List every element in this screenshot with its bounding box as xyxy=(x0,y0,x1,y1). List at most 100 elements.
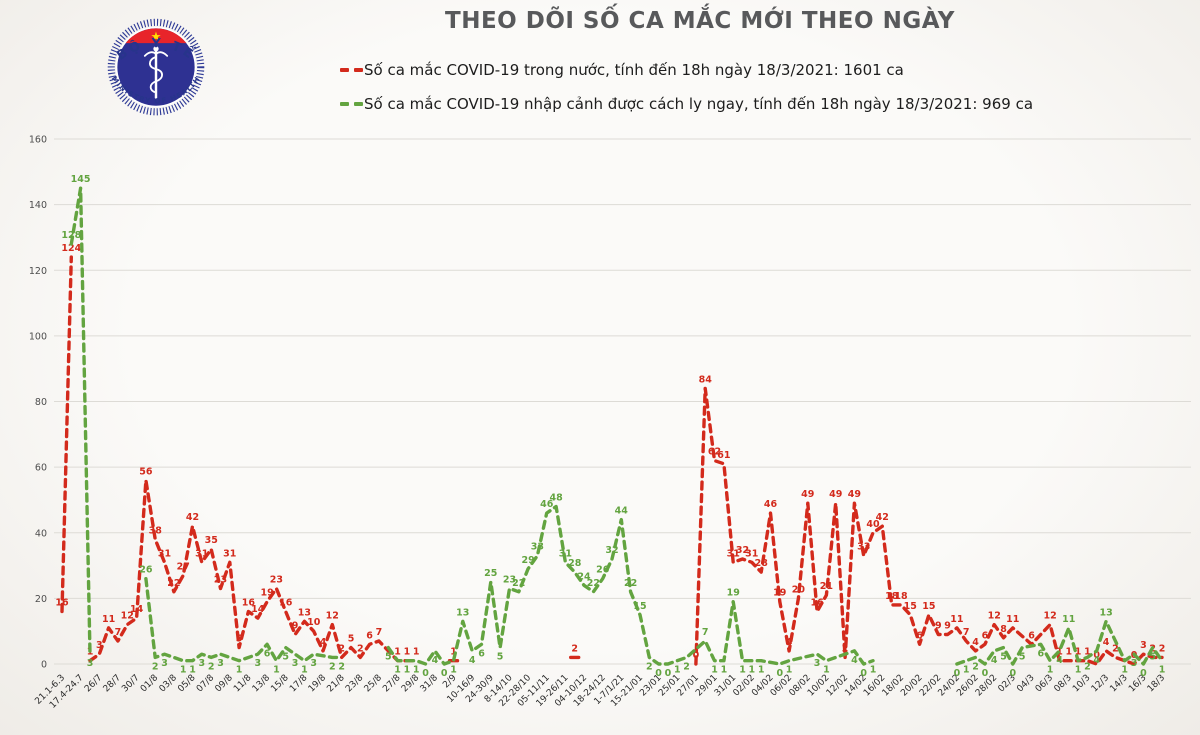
svg-text:14: 14 xyxy=(251,604,265,615)
svg-text:14: 14 xyxy=(130,604,144,615)
svg-text:38: 38 xyxy=(149,525,163,536)
svg-text:11: 11 xyxy=(1062,614,1075,625)
svg-text:2: 2 xyxy=(842,643,849,654)
svg-text:3: 3 xyxy=(814,658,821,669)
svg-text:46: 46 xyxy=(540,499,554,510)
svg-text:3: 3 xyxy=(1131,658,1138,669)
svg-text:56: 56 xyxy=(139,466,153,477)
svg-text:27: 27 xyxy=(177,561,190,572)
svg-text:6: 6 xyxy=(916,630,923,641)
svg-text:28/7: 28/7 xyxy=(102,673,123,694)
svg-text:03/8: 03/8 xyxy=(158,673,180,695)
svg-text:7: 7 xyxy=(702,627,709,638)
svg-text:16: 16 xyxy=(810,598,824,609)
svg-text:3: 3 xyxy=(161,658,168,669)
svg-text:08/3: 08/3 xyxy=(1053,673,1074,694)
svg-text:6: 6 xyxy=(478,648,485,659)
svg-text:160: 160 xyxy=(29,135,47,146)
svg-text:12: 12 xyxy=(326,611,339,622)
svg-text:26: 26 xyxy=(596,565,610,576)
svg-text:05/8: 05/8 xyxy=(176,673,198,695)
svg-text:0: 0 xyxy=(1093,650,1100,661)
svg-text:15: 15 xyxy=(633,601,646,612)
svg-text:1: 1 xyxy=(450,647,457,658)
svg-text:1: 1 xyxy=(394,665,401,676)
svg-text:23/8: 23/8 xyxy=(344,673,366,695)
svg-text:2: 2 xyxy=(357,643,364,654)
svg-text:12: 12 xyxy=(988,611,1001,622)
svg-text:31: 31 xyxy=(745,548,758,559)
svg-text:6: 6 xyxy=(264,648,271,659)
svg-text:15: 15 xyxy=(904,601,917,612)
svg-text:6: 6 xyxy=(982,630,989,641)
svg-text:28: 28 xyxy=(568,558,582,569)
svg-text:7: 7 xyxy=(963,627,970,638)
svg-text:4: 4 xyxy=(1103,637,1110,648)
svg-text:27/8: 27/8 xyxy=(381,673,403,695)
svg-text:3: 3 xyxy=(198,658,205,669)
legend-dash-icon xyxy=(340,68,349,72)
svg-text:61: 61 xyxy=(717,450,730,461)
svg-text:30/7: 30/7 xyxy=(120,673,141,694)
svg-text:145: 145 xyxy=(71,174,91,185)
svg-text:23: 23 xyxy=(270,575,283,586)
svg-text:0: 0 xyxy=(441,668,448,679)
svg-text:1: 1 xyxy=(748,665,755,676)
svg-text:13/8: 13/8 xyxy=(251,673,273,695)
legend-dash-icon xyxy=(354,68,363,72)
svg-text:33: 33 xyxy=(857,542,870,553)
legend-item-imported: Số ca mắc COVID-19 nhập cảnh được cách l… xyxy=(340,92,1033,116)
svg-text:21/8: 21/8 xyxy=(325,673,347,695)
svg-text:5: 5 xyxy=(236,634,243,645)
svg-text:1: 1 xyxy=(180,665,187,676)
svg-text:29/8: 29/8 xyxy=(400,673,422,695)
svg-text:32: 32 xyxy=(736,545,749,556)
svg-text:22: 22 xyxy=(512,578,525,589)
svg-text:35: 35 xyxy=(205,535,218,546)
svg-text:4: 4 xyxy=(991,655,998,666)
svg-text:2: 2 xyxy=(152,661,159,672)
svg-text:5: 5 xyxy=(1149,652,1156,663)
svg-text:26: 26 xyxy=(139,565,153,576)
svg-text:1: 1 xyxy=(1065,647,1072,658)
svg-text:17/8: 17/8 xyxy=(288,673,310,695)
svg-text:0: 0 xyxy=(693,650,700,661)
svg-text:49: 49 xyxy=(829,489,842,500)
legend-label-domestic: Số ca mắc COVID-19 trong nước, tính đến … xyxy=(364,61,904,79)
svg-text:5: 5 xyxy=(1000,652,1007,663)
svg-text:19/8: 19/8 xyxy=(307,673,329,695)
svg-text:31: 31 xyxy=(223,548,236,559)
svg-text:12: 12 xyxy=(1043,611,1056,622)
svg-text:4: 4 xyxy=(1056,655,1063,666)
logo-ring xyxy=(107,18,205,116)
svg-text:22: 22 xyxy=(587,578,600,589)
svg-text:3: 3 xyxy=(254,658,261,669)
svg-text:20: 20 xyxy=(35,594,47,605)
svg-text:10: 10 xyxy=(307,617,321,628)
svg-text:09/8: 09/8 xyxy=(214,673,236,695)
svg-text:19: 19 xyxy=(260,588,273,599)
svg-text:2: 2 xyxy=(1084,661,1091,672)
svg-text:4: 4 xyxy=(786,637,793,648)
svg-text:140: 140 xyxy=(29,200,47,211)
svg-text:0: 0 xyxy=(422,668,429,679)
svg-text:1: 1 xyxy=(1047,665,1054,676)
svg-text:5: 5 xyxy=(497,652,504,663)
svg-text:128: 128 xyxy=(61,230,81,241)
svg-text:0: 0 xyxy=(954,668,961,679)
svg-text:18: 18 xyxy=(885,591,899,602)
svg-text:11: 11 xyxy=(102,614,115,625)
svg-text:11: 11 xyxy=(950,614,963,625)
legend-dash-icon xyxy=(354,102,363,106)
svg-text:4: 4 xyxy=(851,655,858,666)
svg-text:13: 13 xyxy=(1099,607,1112,618)
svg-text:0: 0 xyxy=(982,668,989,679)
svg-text:8: 8 xyxy=(1000,624,1007,635)
svg-text:1: 1 xyxy=(674,665,681,676)
svg-text:6: 6 xyxy=(366,630,373,641)
svg-text:5: 5 xyxy=(348,634,355,645)
svg-text:9: 9 xyxy=(935,621,942,632)
svg-text:1: 1 xyxy=(823,665,830,676)
